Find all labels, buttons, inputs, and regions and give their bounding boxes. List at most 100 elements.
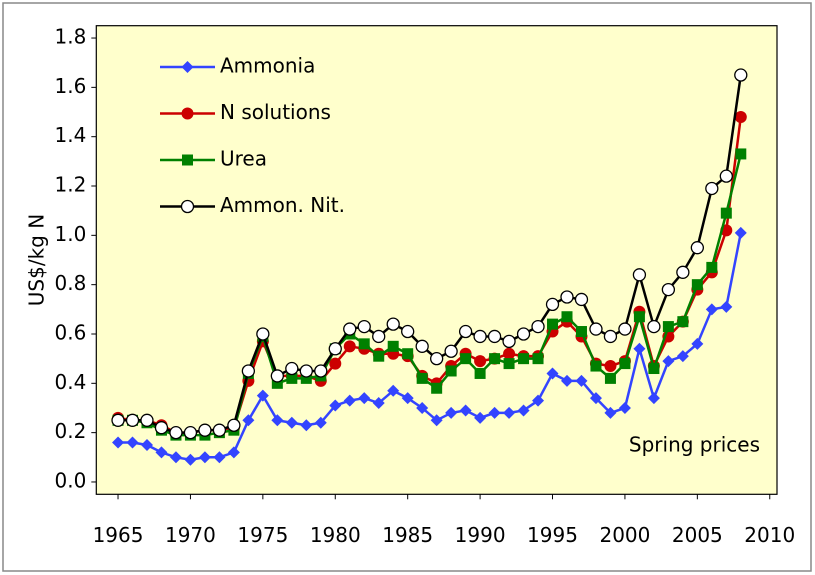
- marker: [314, 364, 328, 378]
- marker: [155, 446, 168, 459]
- marker: [299, 364, 313, 378]
- x-tick-label: 2005: [672, 523, 723, 547]
- marker: [560, 290, 574, 304]
- marker: [720, 300, 733, 313]
- y-tick-label: 1.0: [54, 222, 86, 246]
- marker: [489, 353, 501, 365]
- marker: [575, 326, 587, 338]
- marker: [198, 451, 211, 464]
- marker: [560, 374, 573, 387]
- marker: [343, 322, 357, 336]
- legend-label: Ammonia: [220, 54, 315, 78]
- marker: [503, 406, 516, 419]
- marker: [227, 446, 240, 459]
- marker: [677, 316, 689, 328]
- marker: [241, 364, 256, 378]
- x-tick-label: 2000: [599, 523, 650, 547]
- marker: [271, 377, 283, 389]
- marker: [604, 372, 616, 384]
- marker: [474, 367, 486, 379]
- marker: [183, 425, 198, 440]
- marker: [676, 265, 690, 279]
- marker: [270, 369, 284, 383]
- marker: [285, 416, 298, 429]
- legend-label: Urea: [220, 147, 267, 171]
- marker: [431, 382, 443, 394]
- legend-label: Ammon. Nit.: [220, 193, 345, 217]
- marker: [633, 342, 646, 355]
- marker: [256, 389, 269, 402]
- marker: [502, 334, 516, 349]
- marker: [212, 423, 227, 437]
- marker: [517, 404, 530, 417]
- marker: [662, 321, 674, 333]
- marker: [329, 357, 342, 370]
- marker: [286, 372, 298, 384]
- marker: [474, 411, 487, 424]
- marker: [401, 324, 415, 339]
- marker: [445, 406, 458, 419]
- marker: [589, 322, 603, 336]
- y-tick-label: 1.8: [54, 25, 86, 49]
- marker: [633, 311, 645, 323]
- marker: [706, 261, 718, 273]
- marker: [648, 363, 660, 375]
- series: [111, 68, 748, 440]
- marker: [358, 392, 371, 405]
- marker: [734, 110, 747, 123]
- marker: [387, 340, 399, 352]
- marker: [444, 344, 458, 358]
- marker: [126, 436, 139, 449]
- x-tick-label: 1975: [237, 523, 288, 547]
- x-tick-label: 2010: [744, 523, 795, 547]
- marker: [691, 279, 703, 291]
- marker: [604, 406, 617, 419]
- marker: [373, 350, 385, 362]
- marker: [387, 384, 400, 397]
- marker: [516, 327, 531, 341]
- marker: [429, 352, 444, 366]
- x-tick-label: 1965: [93, 523, 144, 547]
- marker: [734, 68, 748, 82]
- marker: [169, 451, 182, 464]
- marker: [734, 226, 747, 239]
- marker: [112, 436, 125, 449]
- marker: [719, 169, 733, 183]
- x-tick-label: 1995: [527, 523, 578, 547]
- x-tick-label: 1980: [310, 523, 361, 547]
- y-tick-label: 0.6: [54, 320, 86, 344]
- marker: [343, 340, 356, 353]
- marker: [459, 404, 472, 417]
- marker: [632, 268, 647, 282]
- marker: [574, 292, 589, 307]
- marker: [430, 414, 443, 427]
- marker: [285, 361, 299, 376]
- y-tick-label: 0.8: [54, 271, 86, 295]
- marker: [181, 107, 194, 120]
- marker: [182, 154, 193, 166]
- marker: [111, 413, 125, 427]
- marker: [213, 451, 226, 464]
- marker: [184, 453, 197, 466]
- marker: [531, 319, 545, 334]
- marker: [561, 311, 573, 323]
- marker: [546, 367, 559, 380]
- marker: [198, 423, 212, 437]
- y-tick-label: 1.2: [54, 173, 86, 197]
- marker: [242, 414, 255, 427]
- marker: [545, 297, 560, 312]
- marker: [314, 416, 327, 429]
- marker: [300, 419, 313, 432]
- marker: [140, 438, 153, 451]
- marker: [604, 360, 617, 373]
- marker: [357, 319, 371, 334]
- marker: [256, 327, 270, 341]
- marker: [661, 282, 676, 297]
- marker: [647, 319, 661, 334]
- y-axis-label: US$/kg N: [25, 214, 49, 306]
- marker: [647, 392, 660, 405]
- marker: [445, 365, 457, 377]
- marker: [503, 358, 515, 370]
- marker: [705, 303, 718, 316]
